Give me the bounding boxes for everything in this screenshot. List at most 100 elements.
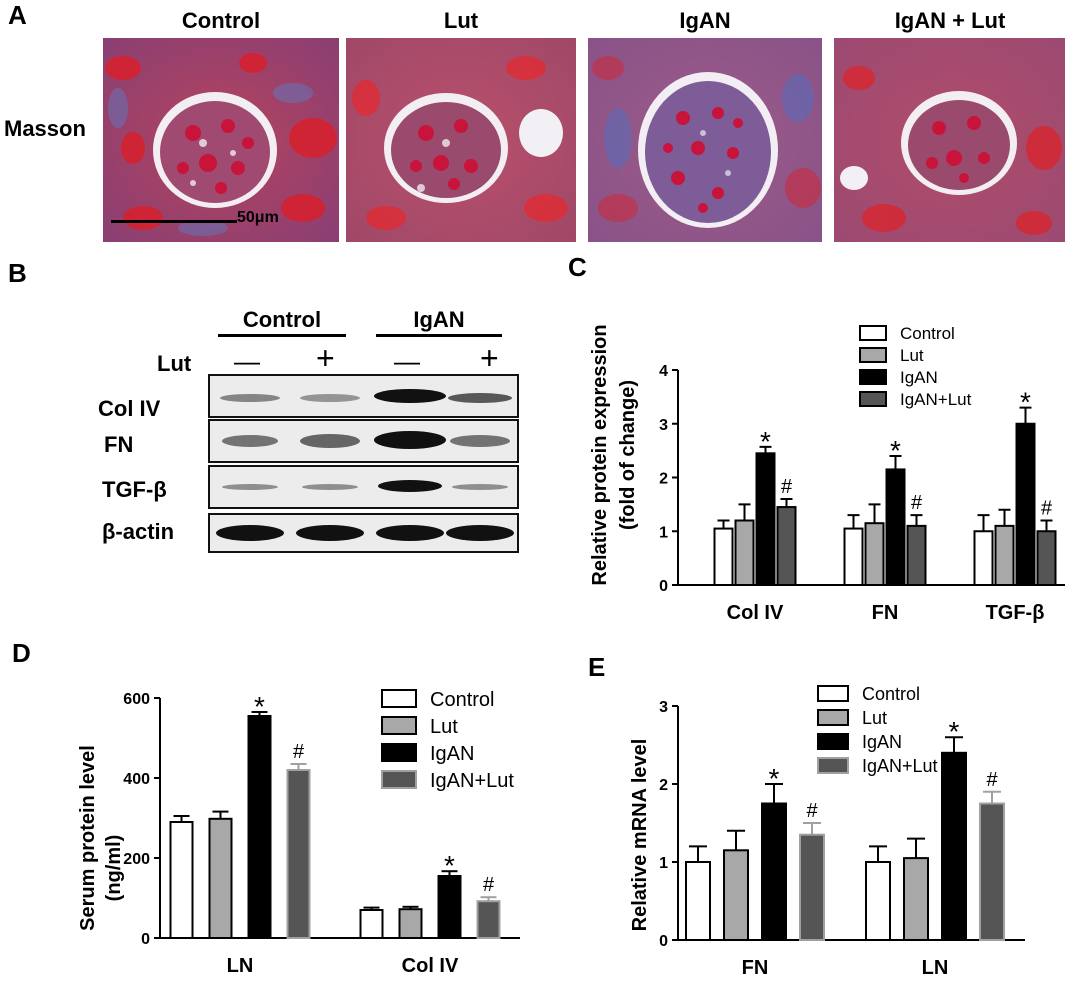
chart-e-bar <box>865 861 891 941</box>
chart-d-legend-swatch <box>381 689 417 708</box>
chart-e-annotation: * <box>769 763 780 794</box>
micrograph-lut <box>346 38 576 242</box>
chart-d-bar <box>359 909 384 939</box>
chart-d: Serum protein level (ng/ml) 0 200 400 600 LN… <box>77 689 520 977</box>
micrograph-igan <box>588 38 822 242</box>
chart-d-ytick-label: 0 <box>141 931 150 948</box>
chart-d-ylabel-2: (ng/ml) <box>103 835 125 902</box>
chart-c-legend-swatch <box>859 391 887 407</box>
panel-c-letter: C <box>568 252 587 282</box>
chart-c-annotation: * <box>890 435 901 466</box>
chart-c-ytick-label: 4 <box>659 363 668 380</box>
chart-e-bar <box>685 861 711 941</box>
chart-c-bar <box>713 527 734 586</box>
chart-d-annotation: # <box>293 741 305 763</box>
chart-d-legend-swatch <box>381 716 417 735</box>
chart-d-bar <box>476 900 501 939</box>
blot-label-col-iv: Col IV <box>98 396 161 421</box>
chart-c-annotation: * <box>760 426 771 457</box>
panel-a-title-control: Control <box>181 8 261 33</box>
blot-tgf-b <box>208 465 519 509</box>
chart-c-bar <box>864 522 885 586</box>
chart-c-annotation: # <box>911 492 923 514</box>
panel-b-sign-3: — <box>394 346 420 376</box>
chart-c-legend-label: Control <box>900 324 955 343</box>
chart-e-ytick-label: 2 <box>659 777 668 794</box>
chart-c-legend-swatch <box>859 369 887 385</box>
chart-c-ytick-label: 3 <box>659 417 668 434</box>
blot-fn <box>208 419 519 463</box>
chart-e-bar <box>723 849 749 941</box>
chart-d-legend-label: IgAN+Lut <box>430 770 514 792</box>
chart-c-x-label: TGF-β <box>986 602 1045 624</box>
blot-label-tgf-b: TGF-β <box>102 477 167 502</box>
chart-e-legend-swatch <box>817 709 849 726</box>
blot-label-fn: FN <box>104 432 134 457</box>
chart-c-ylabel-1: Relative protein expression <box>589 324 611 585</box>
panel-b-group-igan: IgAN <box>413 307 465 332</box>
chart-c: Relative protein expression (fold of cha… <box>589 324 1065 624</box>
blot-label-b-actin: β-actin <box>102 519 175 544</box>
chart-c-annotation: * <box>1020 387 1031 418</box>
chart-c-bar <box>755 452 776 586</box>
chart-e-x-label: LN <box>922 957 949 979</box>
chart-d-legend-label: Lut <box>430 716 458 738</box>
chart-e-legend-label: Lut <box>862 708 887 728</box>
chart-d-x-label: Col IV <box>402 955 459 977</box>
chart-d-bar <box>169 821 194 939</box>
chart-e-legend-label: IgAN+Lut <box>862 756 938 776</box>
chart-e-annotation: # <box>986 769 998 791</box>
chart-e-annotation: # <box>806 800 818 822</box>
chart-e-bar <box>941 751 967 941</box>
chart-d-bar <box>208 817 233 939</box>
chart-c-bar <box>994 524 1015 586</box>
chart-c-bar <box>843 527 864 586</box>
chart-d-bar <box>398 908 423 939</box>
chart-c-bar <box>885 468 906 586</box>
chart-c-bar <box>1036 530 1057 586</box>
chart-d-x-label: LN <box>227 955 254 977</box>
chart-e-legend-swatch <box>817 757 849 774</box>
panel-a-title-lut: Lut <box>443 8 479 33</box>
micrograph-igan-lut <box>834 38 1065 242</box>
chart-c-x-label: FN <box>872 602 899 624</box>
chart-c-legend-swatch <box>859 347 887 363</box>
panel-e-letter: E <box>588 652 606 682</box>
chart-c-legend-label: Lut <box>900 346 924 365</box>
chart-e-bar <box>979 802 1005 941</box>
panel-a-letter: A <box>8 0 27 30</box>
scale-bar-label: 50μm <box>237 209 279 226</box>
panel-b-group-control: Control <box>242 307 322 332</box>
chart-e-ylabel-1: Relative mRNA level <box>629 739 651 932</box>
panel-a-title-igan-lut: IgAN + Lut <box>894 8 1006 33</box>
chart-d-legend-label: IgAN <box>430 743 474 765</box>
chart-d-bar <box>286 769 311 939</box>
chart-e-legend-label: Control <box>862 684 920 704</box>
chart-e-annotation: * <box>949 716 960 747</box>
chart-e-bar <box>903 857 929 942</box>
panel-b-sign-4: + <box>480 340 499 376</box>
chart-d-legend-swatch <box>381 770 417 789</box>
chart-d-ytick-label: 200 <box>123 851 150 868</box>
chart-d-legend-swatch <box>381 743 417 762</box>
chart-e-x-label: FN <box>742 957 769 979</box>
panel-d-letter: D <box>12 638 31 668</box>
chart-d-ytick-label: 600 <box>123 691 150 708</box>
chart-d-bar <box>247 715 272 939</box>
panel-a-row-label: Masson <box>4 116 86 141</box>
chart-d-ylabel-1: Serum protein level <box>77 745 99 931</box>
chart-c-bar <box>1015 422 1036 586</box>
panel-b-group-igan-line <box>376 334 502 337</box>
chart-c-legend-label: IgAN+Lut <box>900 390 972 409</box>
blot-col-iv <box>208 374 519 418</box>
chart-d-legend-label: Control <box>430 689 494 711</box>
chart-c-bar <box>973 530 994 586</box>
chart-e-legend-swatch <box>817 685 849 702</box>
chart-c-bar <box>906 524 927 586</box>
chart-c-legend-swatch <box>859 325 887 341</box>
chart-d-ytick-label: 400 <box>123 771 150 788</box>
chart-d-annotation: * <box>444 850 455 881</box>
chart-c-annotation: # <box>1041 498 1053 520</box>
chart-e-bar <box>799 833 825 941</box>
micrograph-control: 50μm <box>103 38 339 242</box>
